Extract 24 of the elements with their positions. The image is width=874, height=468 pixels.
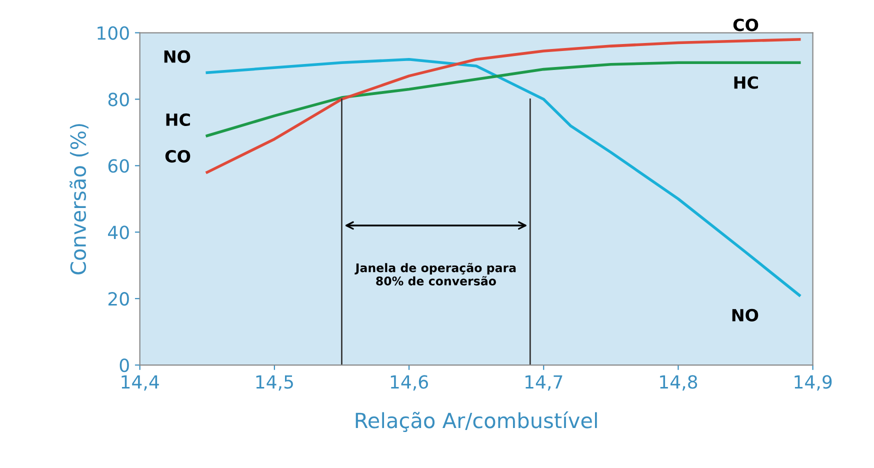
line-series [206,38,801,174]
x-tick-label: 14,9 [794,375,832,391]
y-axis-title: Conversão (%) [70,124,89,274]
y-tick-label: 40 [108,226,129,240]
text: CO [165,150,190,163]
x-tick-label: 14,6 [390,375,428,391]
x-tick-label: 14,7 [526,375,562,391]
y-tick-label: 80 [108,92,129,106]
text: HC [166,113,190,126]
text: NO [732,308,758,322]
annotation: Janela de operação para 80% de conversão [354,262,516,286]
y-tick-label: 0 [120,358,129,372]
y-tick-label: 100 [98,26,129,40]
series-label: HC [734,76,758,89]
x-tick-label: 14,4 [122,375,159,391]
x-tick-label: 14,8 [660,375,698,391]
series-label: CO [733,18,758,32]
line-series [206,61,801,138]
y-tick-label: 20 [108,292,129,306]
x-tick-label: 14,5 [256,375,293,391]
series-label: NO [164,50,190,63]
line-series [206,58,801,297]
x-axis-title: Relação Ar/combustível [356,411,597,432]
y-tick-label: 60 [108,159,129,173]
